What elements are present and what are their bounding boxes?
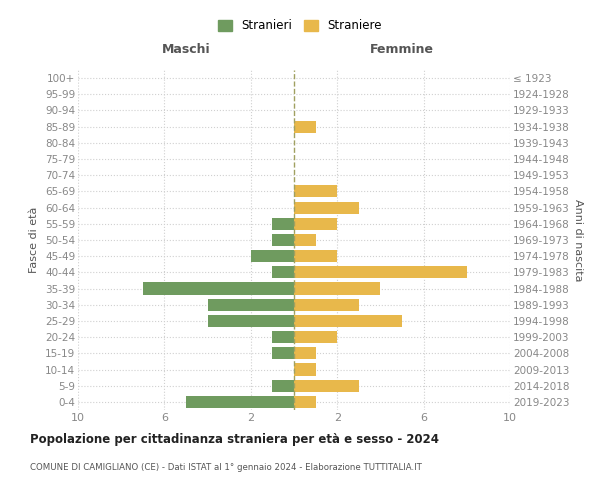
Bar bbox=[294, 250, 337, 262]
Bar bbox=[294, 202, 359, 213]
Bar bbox=[272, 380, 294, 392]
Bar bbox=[294, 120, 316, 132]
Text: Maschi: Maschi bbox=[161, 44, 211, 57]
Y-axis label: Fasce di età: Fasce di età bbox=[29, 207, 40, 273]
Bar bbox=[143, 282, 294, 294]
Bar bbox=[294, 364, 316, 376]
Text: Popolazione per cittadinanza straniera per età e sesso - 2024: Popolazione per cittadinanza straniera p… bbox=[30, 432, 439, 446]
Bar bbox=[294, 266, 467, 278]
Bar bbox=[294, 331, 337, 343]
Text: COMUNE DI CAMIGLIANO (CE) - Dati ISTAT al 1° gennaio 2024 - Elaborazione TUTTITA: COMUNE DI CAMIGLIANO (CE) - Dati ISTAT a… bbox=[30, 462, 422, 471]
Text: Femmine: Femmine bbox=[370, 44, 434, 57]
Bar bbox=[294, 315, 402, 327]
Bar bbox=[272, 234, 294, 246]
Y-axis label: Anni di nascita: Anni di nascita bbox=[574, 198, 583, 281]
Bar bbox=[294, 282, 380, 294]
Bar bbox=[294, 396, 316, 408]
Legend: Stranieri, Straniere: Stranieri, Straniere bbox=[214, 16, 386, 36]
Bar bbox=[294, 380, 359, 392]
Bar bbox=[294, 218, 337, 230]
Bar bbox=[294, 186, 337, 198]
Bar bbox=[251, 250, 294, 262]
Bar bbox=[272, 266, 294, 278]
Bar bbox=[208, 315, 294, 327]
Bar bbox=[272, 331, 294, 343]
Bar bbox=[208, 298, 294, 311]
Bar bbox=[186, 396, 294, 408]
Bar bbox=[272, 218, 294, 230]
Bar bbox=[294, 298, 359, 311]
Bar bbox=[294, 348, 316, 360]
Bar bbox=[294, 234, 316, 246]
Bar bbox=[272, 348, 294, 360]
